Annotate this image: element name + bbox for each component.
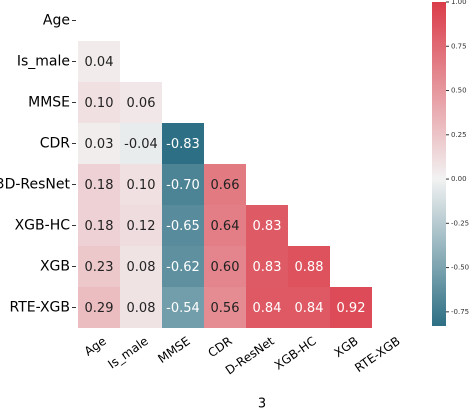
x-tick-label: Age — [82, 334, 109, 359]
heatmap-cell — [246, 287, 288, 328]
cell-label: 0.03 — [85, 137, 114, 152]
y-tick-label: MMSE — [28, 95, 70, 111]
cell-label: 0.66 — [211, 178, 240, 193]
heatmap-cell — [330, 287, 372, 328]
cell-label: 0.10 — [85, 96, 114, 111]
heatmap-cell — [246, 246, 288, 287]
cell-label: 0.92 — [337, 301, 366, 316]
cell-label: 0.12 — [127, 219, 156, 234]
colorbar-tick-label: -0.75 — [451, 308, 469, 316]
heatmap-cell — [120, 287, 162, 328]
x-tick-label: RTE-XGB — [352, 334, 403, 375]
cell-label: 0.83 — [253, 219, 282, 234]
heatmap-cell — [78, 287, 120, 328]
cell-label: 0.10 — [127, 178, 156, 193]
x-tick-label: MMSE — [155, 334, 192, 366]
heatmap-cell — [120, 164, 162, 205]
heatmap-cell — [204, 205, 246, 246]
heatmap-cell — [120, 82, 162, 123]
cell-label: -0.83 — [166, 137, 200, 152]
heatmap-cell — [162, 287, 204, 328]
cell-label: -0.62 — [166, 260, 200, 275]
heatmap-cell — [204, 164, 246, 205]
heatmap-cell — [204, 246, 246, 287]
heatmap-cell — [162, 164, 204, 205]
cell-label: 0.84 — [253, 301, 282, 316]
cell-label: 0.18 — [85, 178, 114, 193]
heatmap-cell — [162, 205, 204, 246]
cell-label: 0.04 — [85, 55, 114, 70]
x-tick-label: Is_male — [105, 334, 150, 372]
cell-label: 0.60 — [211, 260, 240, 275]
colorbar-tick-label: 1.00 — [451, 0, 467, 6]
y-tick-label: Age — [43, 13, 70, 29]
colorbar-tick-label: 0.00 — [451, 175, 467, 183]
x-tick-label: XGB — [332, 334, 361, 360]
cell-label: -0.54 — [166, 301, 200, 316]
colorbar-tick-label: 0.25 — [451, 131, 467, 139]
y-tick-label: RTE-XGB — [9, 300, 70, 316]
heatmap-cell — [78, 164, 120, 205]
heatmap-cell — [288, 287, 330, 328]
colorbar-tick-label: 0.75 — [451, 42, 467, 50]
y-tick-label: XGB-HC — [15, 218, 71, 234]
y-tick-label: XGB — [40, 259, 70, 275]
heatmap-cell — [120, 205, 162, 246]
colorbar — [432, 2, 446, 326]
heatmap-cell — [204, 287, 246, 328]
x-tick-label: XGB-HC — [272, 334, 319, 373]
heatmap-cell — [78, 82, 120, 123]
cell-label: 0.08 — [127, 301, 156, 316]
heatmap-cell — [288, 246, 330, 287]
heatmap-cell — [78, 41, 120, 82]
heatmap-cell — [120, 246, 162, 287]
cell-label: -0.04 — [124, 137, 158, 152]
y-tick-label: Is_male — [17, 54, 70, 70]
colorbar-tick-label: -0.50 — [451, 264, 469, 272]
cell-label: 0.64 — [211, 219, 240, 234]
cell-label: 0.06 — [127, 96, 156, 111]
heatmap-cell — [246, 205, 288, 246]
cell-label: 0.18 — [85, 219, 114, 234]
cell-label: -0.65 — [166, 219, 200, 234]
colorbar-tick-label: 0.50 — [451, 87, 467, 95]
heatmap-cell — [78, 246, 120, 287]
heatmap-cell — [78, 123, 120, 164]
heatmap-cell — [78, 205, 120, 246]
cell-label: -0.70 — [166, 178, 200, 193]
cell-label: 0.88 — [295, 260, 324, 275]
x-tick-label: CDR — [205, 334, 234, 360]
y-tick-label: 3D-ResNet — [0, 177, 71, 193]
y-tick-label: CDR — [40, 136, 71, 152]
cell-label: 0.84 — [295, 301, 324, 316]
heatmap-cell — [162, 123, 204, 164]
caption: 3 — [258, 397, 266, 412]
cell-label: 0.29 — [85, 301, 114, 316]
heatmap-cell — [120, 123, 162, 164]
cell-label: 0.08 — [127, 260, 156, 275]
colorbar-tick-label: -0.25 — [451, 219, 469, 227]
heatmap-cell — [162, 246, 204, 287]
cell-label: 0.56 — [211, 301, 240, 316]
cell-label: 0.23 — [85, 260, 114, 275]
cell-label: 0.83 — [253, 260, 282, 275]
